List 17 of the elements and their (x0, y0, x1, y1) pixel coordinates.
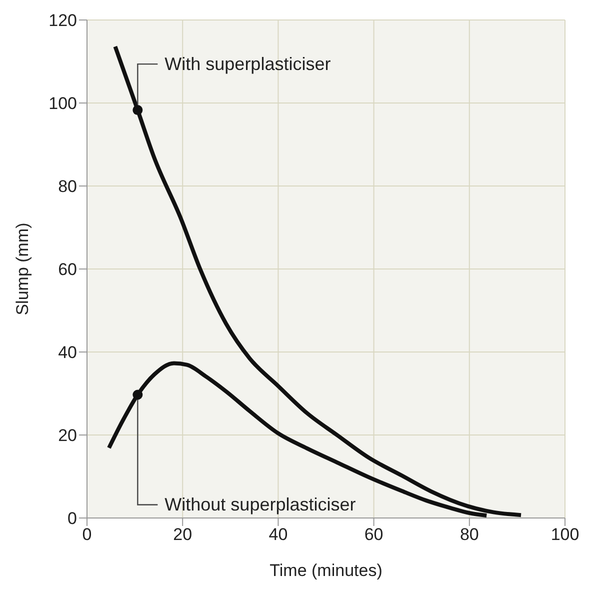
y-tick-label: 120 (48, 11, 77, 30)
x-tick-label: 0 (82, 525, 92, 544)
x-tick-label: 80 (460, 525, 479, 544)
x-tick-label: 40 (268, 525, 288, 544)
x-axis-title: Time (minutes) (270, 561, 382, 580)
y-tick-label: 100 (48, 94, 77, 114)
x-tick-label: 60 (364, 525, 384, 544)
y-axis-title: Slump (mm) (13, 222, 32, 316)
y-tick-label: 0 (68, 509, 77, 528)
y-tick-label: 60 (58, 260, 77, 280)
y-tick-label: 20 (58, 426, 77, 446)
annotation: With superplasticiser (164, 54, 331, 74)
annotation: Without superplasticiser (164, 494, 356, 515)
x-tick-label: 100 (550, 525, 580, 544)
x-tick-label: 20 (173, 525, 192, 544)
y-tick-label: 80 (58, 177, 77, 196)
y-tick-label: 40 (58, 343, 77, 362)
